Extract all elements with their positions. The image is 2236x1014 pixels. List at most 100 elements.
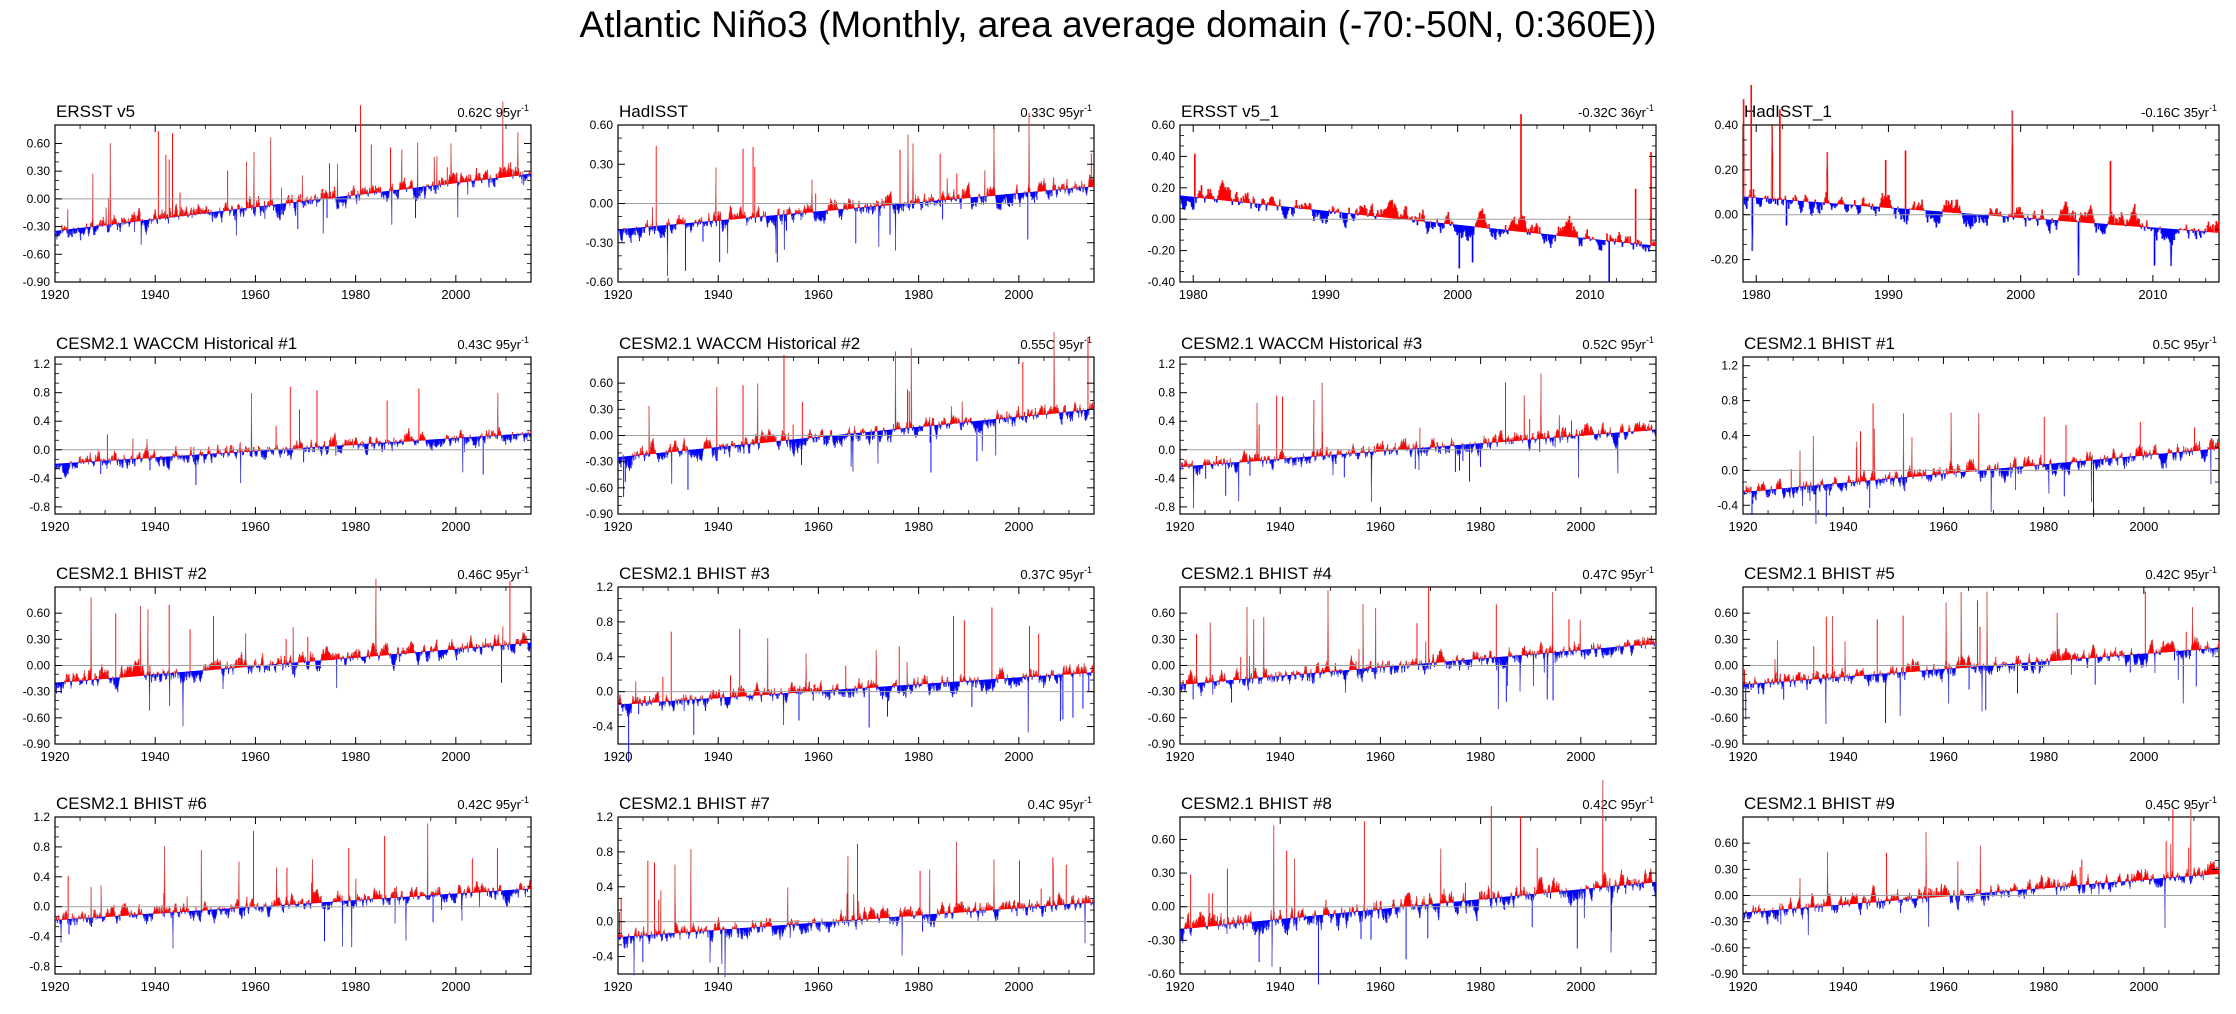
y-tick-label: 0.8 [1721,394,1738,408]
trend-label: 0.45C 95yr-1 [2145,795,2217,812]
trend-label: 0.42C 95yr-1 [1582,795,1654,812]
y-tick-label: -0.30 [586,455,614,469]
series-line [618,113,1094,276]
figure-title: Atlantic Niño3 (Monthly, area average do… [579,4,1657,45]
x-tick-label: 1980 [341,979,370,994]
x-tick-label: 1960 [804,749,833,764]
x-tick-label: 1940 [141,287,170,302]
y-tick-label: 0.4 [33,414,50,428]
x-tick-label: 1980 [341,749,370,764]
y-tick-label: -0.20 [1711,253,1739,267]
y-tick-label: 0.0 [33,443,50,457]
x-tick-label: 2010 [2138,287,2167,302]
y-tick-label: 0.30 [1152,866,1176,880]
positive-anomaly-bars [1194,114,1657,247]
y-tick-label: 0.60 [1715,836,1739,850]
y-tick-label: 0.4 [33,870,50,884]
trend-label: 0.47C 95yr-1 [1582,565,1654,582]
y-tick-label: 0.00 [1152,212,1176,226]
y-tick-label: -0.20 [1148,244,1176,258]
y-tick-label: 0.8 [1158,386,1175,400]
y-tick-label: -0.60 [1711,711,1739,725]
x-tick-label: 1940 [704,749,733,764]
x-tick-label: 1920 [1729,519,1758,534]
x-tick-label: 1920 [604,287,633,302]
y-tick-label: -0.30 [23,220,51,234]
x-tick-label: 1940 [1266,749,1295,764]
x-tick-label: 1990 [1874,287,1903,302]
negative-anomaly-bars [54,173,531,245]
panel-title: CESM2.1 BHIST #6 [56,794,207,813]
chart-panel: CESM2.1 BHIST #5 0.42C 95yr-1 -0.90 -0.60 -0… [1711,564,2220,764]
x-tick-label: 1920 [1166,979,1195,994]
panel-title: CESM2.1 BHIST #9 [1744,794,1895,813]
positive-anomaly-bars [1743,403,2220,493]
y-tick-label: 0.4 [596,650,613,664]
x-tick-label: 1940 [704,519,733,534]
y-tick-label: 0.4 [1158,414,1175,428]
trend-label: 0.46C 95yr-1 [457,565,529,582]
y-tick-label: 0.00 [1715,208,1739,222]
plot-frame [617,816,1095,975]
x-tick-label: 1980 [2029,749,2058,764]
negative-anomaly-bars [1179,881,1657,985]
y-tick-label: -0.60 [1148,967,1176,981]
y-tick-label: 0.00 [1152,900,1176,914]
negative-anomaly-bars [54,433,531,486]
chart-panel: CESM2.1 BHIST #8 0.42C 95yr-1 -0.60 -0.30 0.… [1148,780,1657,994]
x-tick-label: 1960 [1366,519,1395,534]
y-tick-label: -0.60 [1148,711,1176,725]
y-tick-label: -0.40 [1148,275,1176,289]
y-tick-label: 0.8 [596,845,613,859]
series-line [1180,373,1656,508]
chart-panel: CESM2.1 WACCM Historical #2 0.55C 95yr-1 -… [586,332,1095,534]
y-tick-label: -0.30 [23,685,51,699]
trend-label: 0.4C 95yr-1 [1028,795,1092,812]
y-tick-label: -0.30 [1148,685,1176,699]
x-tick-label: 1940 [141,979,170,994]
x-tick-label: 1960 [804,519,833,534]
y-tick-label: 0.00 [27,659,51,673]
y-tick-label: 0.30 [27,632,51,646]
y-tick-label: -0.90 [1711,967,1739,981]
y-tick-label: -0.60 [586,275,614,289]
chart-panel: CESM2.1 BHIST #9 0.45C 95yr-1 -0.90 -0.60 -0… [1711,794,2220,994]
plot-frame [54,816,532,975]
y-tick-label: 1.2 [1721,359,1738,373]
y-tick-label: 0.00 [1715,889,1739,903]
trend-label: 0.52C 95yr-1 [1582,335,1654,352]
trend-label: 0.42C 95yr-1 [457,795,529,812]
x-tick-label: 2000 [1004,979,1033,994]
x-tick-label: 1980 [1179,287,1208,302]
trend-label: 0.33C 95yr-1 [1020,103,1092,120]
x-tick-label: 1940 [1266,519,1295,534]
positive-anomaly-bars [69,386,532,464]
series-line [618,332,1094,484]
y-tick-label: -0.60 [1711,941,1739,955]
x-tick-label: 1960 [804,287,833,302]
x-tick-label: 2000 [2129,979,2158,994]
y-tick-label: -0.8 [29,960,50,974]
y-tick-label: 0.00 [1715,659,1739,673]
x-tick-label: 1960 [804,979,833,994]
x-tick-label: 1960 [241,749,270,764]
series-line [55,823,531,949]
y-tick-label: 0.4 [596,880,613,894]
y-tick-label: 0.60 [590,376,614,390]
panel-title: CESM2.1 BHIST #8 [1181,794,1332,813]
y-tick-label: 0.4 [1721,429,1738,443]
x-tick-label: 1980 [341,287,370,302]
y-tick-label: 0.60 [27,136,51,150]
chart-panel: CESM2.1 WACCM Historical #3 0.52C 95yr-1 -… [1154,334,1657,534]
panel-title: CESM2.1 BHIST #5 [1744,564,1895,583]
x-tick-label: 1960 [1929,519,1958,534]
chart-panel: CESM2.1 WACCM Historical #1 0.43C 95yr-1 -… [29,334,532,534]
y-tick-label: -0.90 [1148,737,1176,751]
y-tick-label: -0.60 [23,711,51,725]
y-tick-label: 0.60 [1152,118,1176,132]
y-tick-label: 0.0 [33,900,50,914]
series-line [55,579,531,727]
x-tick-label: 1940 [1829,749,1858,764]
x-tick-label: 2000 [1443,287,1472,302]
panel-title: ERSST v5_1 [1181,102,1279,121]
